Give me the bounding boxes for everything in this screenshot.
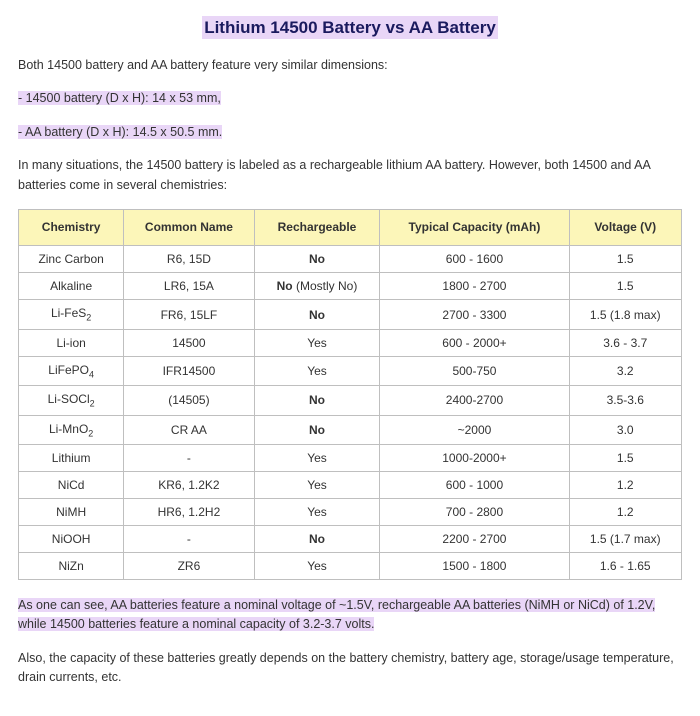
cell-rechargeable: No (254, 415, 380, 444)
cell-capacity: ~2000 (380, 415, 569, 444)
cell-chemistry: Lithium (19, 445, 124, 472)
col-rechargeable: Rechargeable (254, 209, 380, 246)
cell-capacity: 700 - 2800 (380, 499, 569, 526)
cell-chemistry: Zinc Carbon (19, 246, 124, 273)
cell-capacity: 600 - 1600 (380, 246, 569, 273)
cell-chemistry: Li-FeS2 (19, 300, 124, 329)
col-capacity: Typical Capacity (mAh) (380, 209, 569, 246)
cell-capacity: 1000-2000+ (380, 445, 569, 472)
table-row: LiFePO4IFR14500Yes500-7503.2 (19, 356, 682, 385)
cell-chemistry: LiFePO4 (19, 356, 124, 385)
cell-common: (14505) (124, 386, 254, 415)
lead-paragraph: In many situations, the 14500 battery is… (18, 156, 682, 195)
cell-voltage: 3.6 - 3.7 (569, 329, 681, 356)
cell-chemistry: NiMH (19, 499, 124, 526)
cell-chemistry: NiCd (19, 472, 124, 499)
dim-aa: - AA battery (D x H): 14.5 x 50.5 mm. (18, 123, 682, 142)
cell-common: KR6, 1.2K2 (124, 472, 254, 499)
cell-capacity: 2400-2700 (380, 386, 569, 415)
cell-voltage: 1.5 (1.8 max) (569, 300, 681, 329)
cell-rechargeable: No (254, 526, 380, 553)
cell-capacity: 2200 - 2700 (380, 526, 569, 553)
page-title: Lithium 14500 Battery vs AA Battery (18, 18, 682, 38)
cell-chemistry: Alkaline (19, 273, 124, 300)
cell-voltage: 1.2 (569, 499, 681, 526)
cell-voltage: 1.5 (569, 246, 681, 273)
summary-paragraph: As one can see, AA batteries feature a n… (18, 596, 682, 635)
cell-common: ZR6 (124, 553, 254, 580)
title-text: Lithium 14500 Battery vs AA Battery (202, 16, 498, 39)
cell-voltage: 1.6 - 1.65 (569, 553, 681, 580)
cell-capacity: 600 - 1000 (380, 472, 569, 499)
cell-common: FR6, 15LF (124, 300, 254, 329)
cell-chemistry: NiZn (19, 553, 124, 580)
cell-rechargeable: No (254, 300, 380, 329)
summary-text: As one can see, AA batteries feature a n… (18, 598, 655, 631)
cell-common: LR6, 15A (124, 273, 254, 300)
cell-rechargeable: Yes (254, 472, 380, 499)
cell-rechargeable: No (Mostly No) (254, 273, 380, 300)
cell-rechargeable: Yes (254, 445, 380, 472)
cell-common: R6, 15D (124, 246, 254, 273)
cell-voltage: 1.5 (1.7 max) (569, 526, 681, 553)
table-row: Li-ion14500Yes600 - 2000+3.6 - 3.7 (19, 329, 682, 356)
table-row: NiCdKR6, 1.2K2Yes600 - 10001.2 (19, 472, 682, 499)
dim-14500: - 14500 battery (D x H): 14 x 53 mm, (18, 89, 682, 108)
closing-paragraph: Also, the capacity of these batteries gr… (18, 649, 682, 688)
cell-common: - (124, 526, 254, 553)
dim-aa-text: - AA battery (D x H): 14.5 x 50.5 mm. (18, 125, 222, 139)
col-common: Common Name (124, 209, 254, 246)
table-row: Li-MnO2CR AANo~20003.0 (19, 415, 682, 444)
cell-common: 14500 (124, 329, 254, 356)
cell-common: HR6, 1.2H2 (124, 499, 254, 526)
cell-chemistry: NiOOH (19, 526, 124, 553)
table-header-row: Chemistry Common Name Rechargeable Typic… (19, 209, 682, 246)
cell-rechargeable: No (254, 246, 380, 273)
chemistry-table: Chemistry Common Name Rechargeable Typic… (18, 209, 682, 580)
cell-chemistry: Li-MnO2 (19, 415, 124, 444)
cell-voltage: 1.5 (569, 445, 681, 472)
table-row: NiZnZR6Yes1500 - 18001.6 - 1.65 (19, 553, 682, 580)
cell-voltage: 3.2 (569, 356, 681, 385)
table-row: Zinc CarbonR6, 15DNo600 - 16001.5 (19, 246, 682, 273)
table-row: AlkalineLR6, 15ANo (Mostly No)1800 - 270… (19, 273, 682, 300)
col-voltage: Voltage (V) (569, 209, 681, 246)
cell-rechargeable: Yes (254, 356, 380, 385)
cell-capacity: 2700 - 3300 (380, 300, 569, 329)
cell-rechargeable: Yes (254, 553, 380, 580)
cell-capacity: 500-750 (380, 356, 569, 385)
cell-rechargeable: Yes (254, 499, 380, 526)
table-row: Li-SOCl2(14505)No2400-27003.5-3.6 (19, 386, 682, 415)
cell-common: CR AA (124, 415, 254, 444)
table-row: Lithium-Yes1000-2000+1.5 (19, 445, 682, 472)
dim-14500-text: - 14500 battery (D x H): 14 x 53 mm, (18, 91, 221, 105)
cell-chemistry: Li-SOCl2 (19, 386, 124, 415)
table-row: NiOOH-No2200 - 27001.5 (1.7 max) (19, 526, 682, 553)
cell-voltage: 1.5 (569, 273, 681, 300)
cell-rechargeable: Yes (254, 329, 380, 356)
cell-rechargeable: No (254, 386, 380, 415)
cell-common: - (124, 445, 254, 472)
intro-paragraph: Both 14500 battery and AA battery featur… (18, 56, 682, 75)
table-row: NiMHHR6, 1.2H2Yes700 - 28001.2 (19, 499, 682, 526)
cell-capacity: 1800 - 2700 (380, 273, 569, 300)
cell-voltage: 3.0 (569, 415, 681, 444)
cell-voltage: 1.2 (569, 472, 681, 499)
cell-capacity: 600 - 2000+ (380, 329, 569, 356)
col-chemistry: Chemistry (19, 209, 124, 246)
cell-capacity: 1500 - 1800 (380, 553, 569, 580)
table-row: Li-FeS2FR6, 15LFNo2700 - 33001.5 (1.8 ma… (19, 300, 682, 329)
cell-chemistry: Li-ion (19, 329, 124, 356)
cell-common: IFR14500 (124, 356, 254, 385)
cell-voltage: 3.5-3.6 (569, 386, 681, 415)
